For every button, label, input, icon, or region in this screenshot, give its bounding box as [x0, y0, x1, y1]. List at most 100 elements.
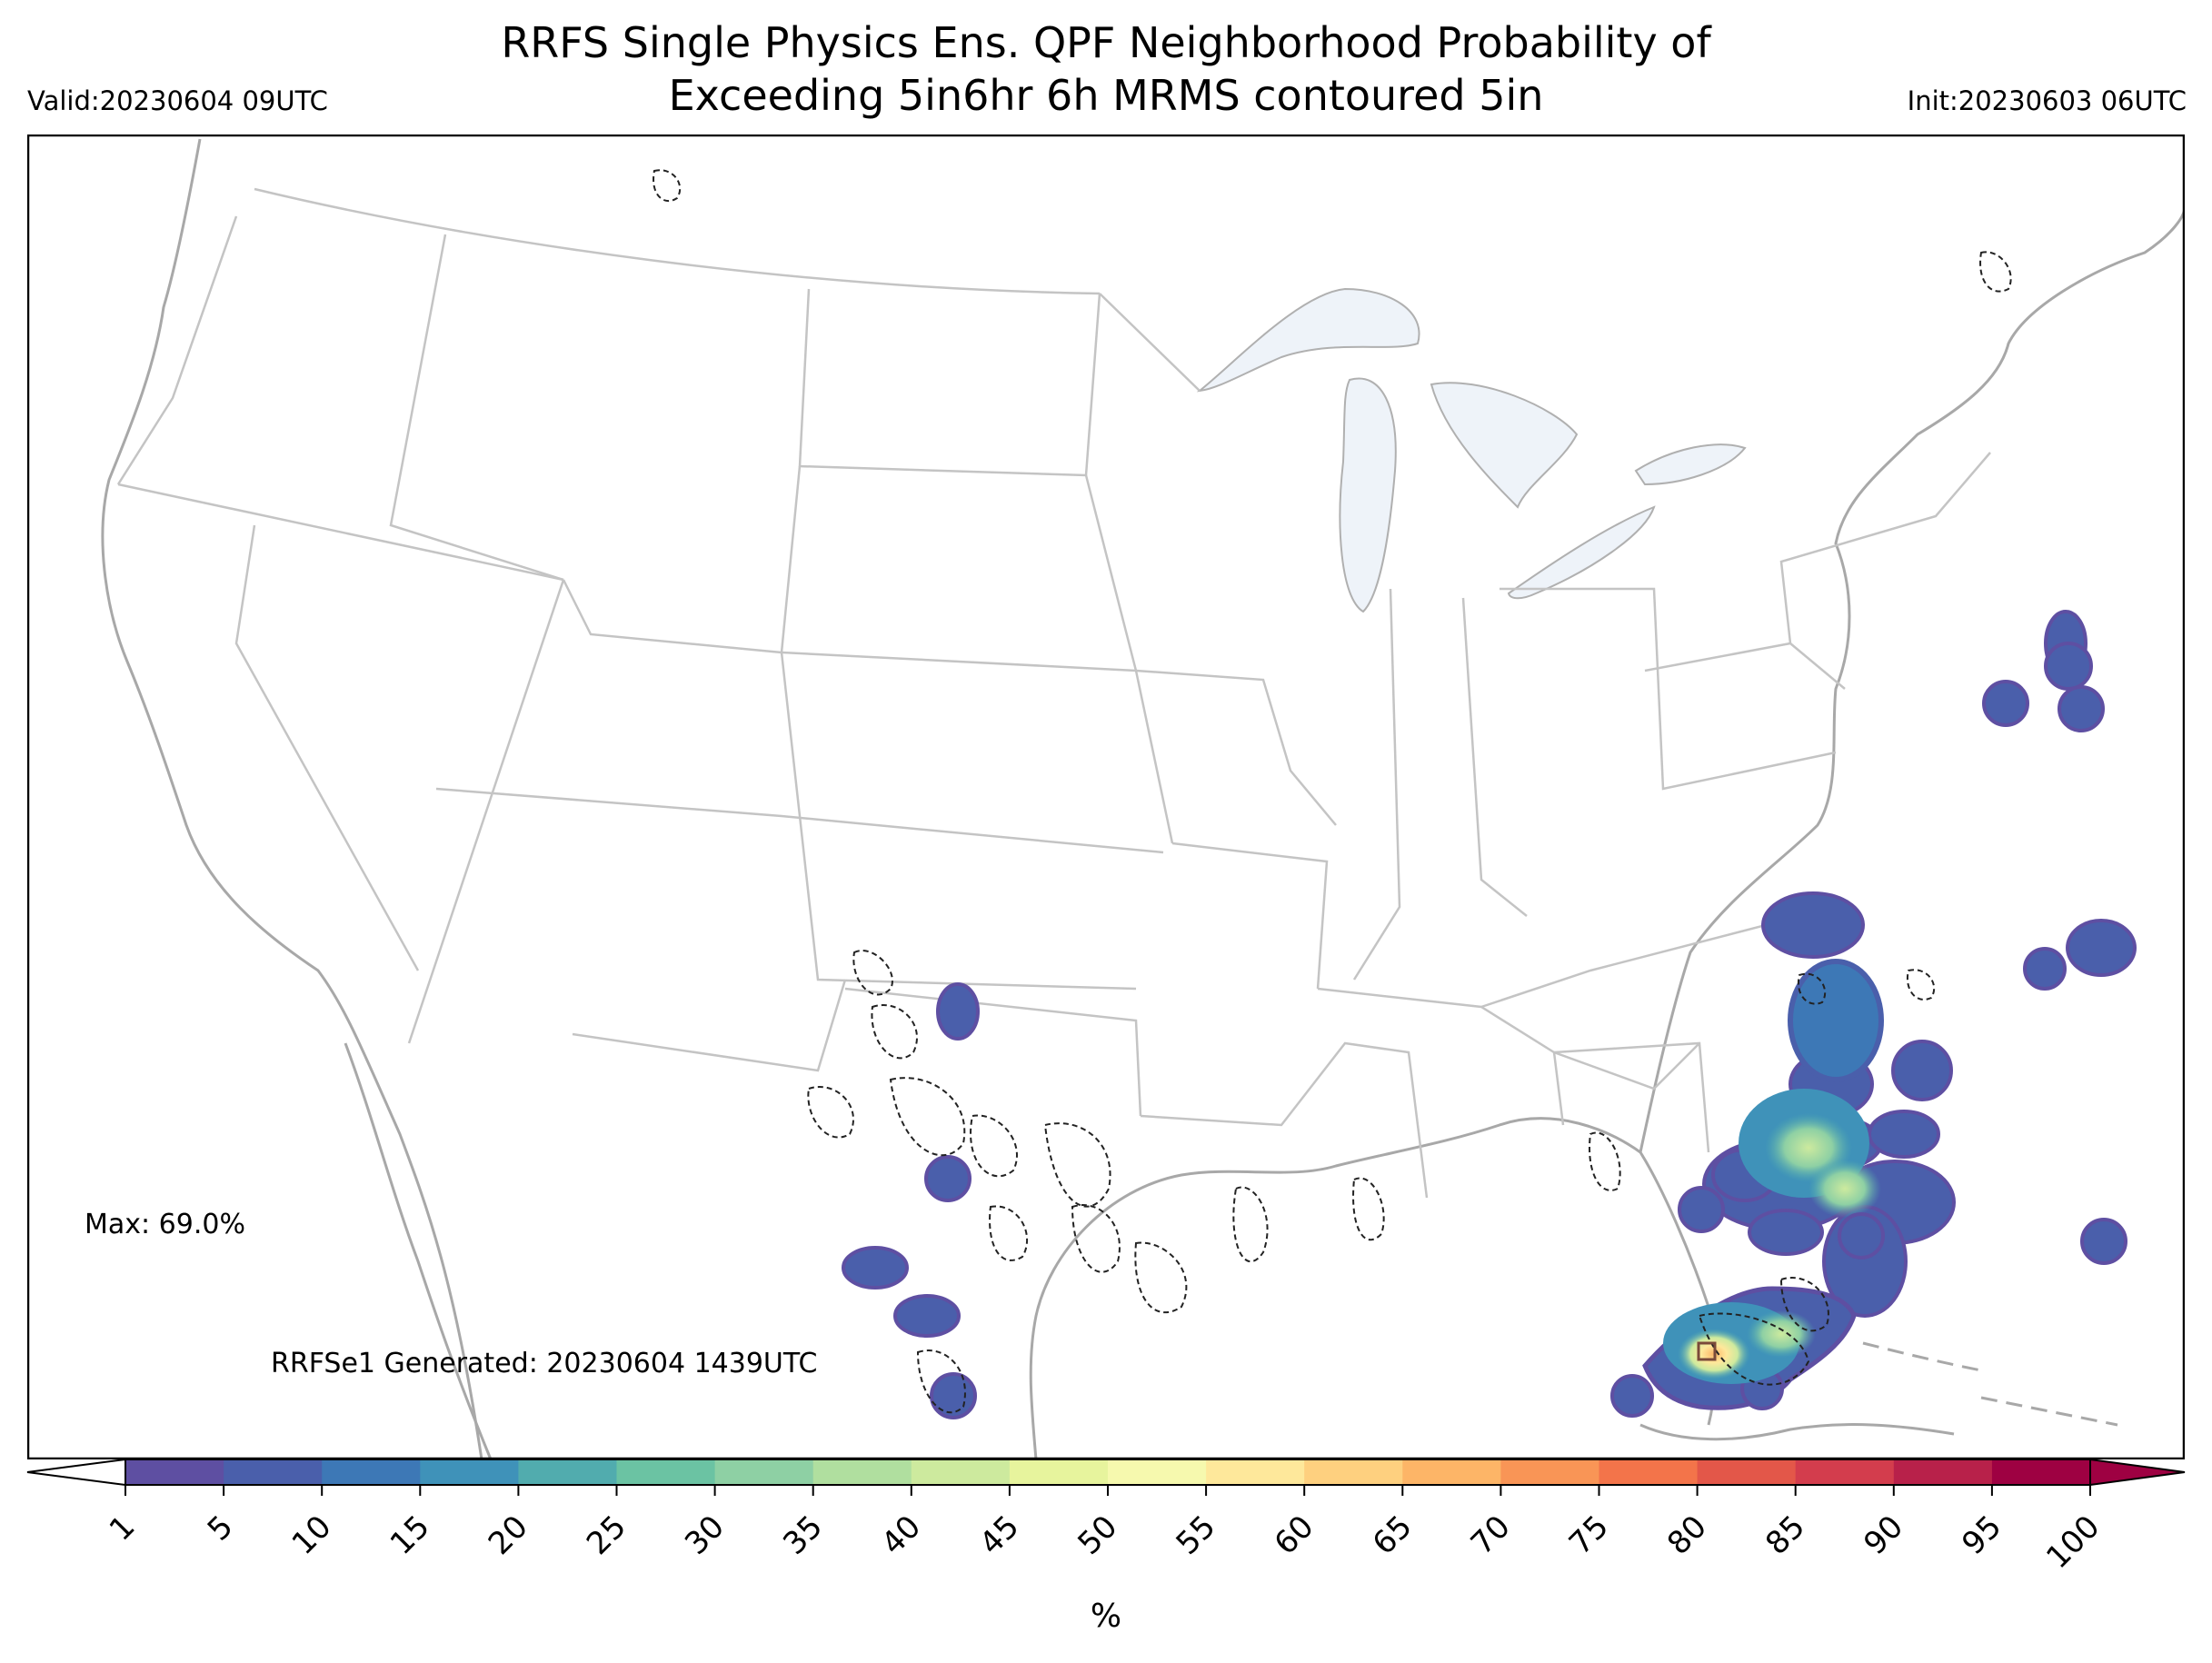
mrms-contour	[1232, 1186, 1269, 1263]
mrms-contour	[807, 1086, 854, 1139]
mrms-contour	[1352, 1177, 1385, 1241]
colorbar-segment	[1108, 1459, 1207, 1485]
prob-blob	[1868, 1110, 1940, 1159]
coastlines	[101, 138, 2185, 1459]
mrms-contour	[1043, 1122, 1111, 1208]
prob-blob	[1610, 1374, 1654, 1418]
colorbar-tick-label: 10	[285, 1509, 339, 1562]
mrms-contour	[1906, 969, 1936, 1001]
mrms-contour	[970, 1114, 1018, 1178]
colorbar-over-arrow	[2089, 1458, 2186, 1487]
map-background	[27, 134, 2185, 1459]
mrms-contour	[1979, 251, 2012, 293]
lake-erie	[1507, 505, 1656, 600]
max-value-label: Max: 69.0%	[85, 1209, 245, 1240]
colorbar-tick-label: 70	[1464, 1509, 1518, 1562]
blob-group-atlantic-ne	[1982, 610, 2137, 1265]
colorbar-segment	[1991, 1459, 2091, 1485]
colorbar-segment	[420, 1459, 519, 1485]
prob-blob	[936, 982, 980, 1041]
border-nv-ut-az	[407, 579, 565, 1044]
baja-gulf-coast	[344, 1042, 493, 1459]
border-oh-pa-va	[1500, 587, 1837, 791]
colorbar-segment	[616, 1459, 716, 1485]
prob-blob	[2023, 947, 2067, 991]
mrms-contour	[1071, 1204, 1121, 1273]
mrms-contour	[1698, 1312, 1810, 1386]
mrms-contour	[916, 1349, 966, 1414]
mrms-contours	[653, 169, 2012, 1414]
lake-michigan	[1339, 377, 1397, 613]
colorbar-segment	[812, 1459, 912, 1485]
border-id-mt-wy	[389, 234, 564, 582]
prob-blob	[2066, 919, 2137, 977]
colorbar-tick-label: 85	[1759, 1509, 1812, 1562]
border-ky-va-nc	[1480, 905, 1837, 1009]
colorbar-tick-label: 55	[1170, 1509, 1223, 1562]
border-nm-tx	[572, 979, 847, 1072]
colorbar-tick-label: 25	[580, 1509, 633, 1562]
lake-ontario	[1634, 443, 1747, 486]
map-panel	[27, 134, 2185, 1459]
colorbar-segment	[1500, 1459, 1599, 1485]
prob-blob	[1982, 680, 2029, 727]
atlantic-coast	[1639, 206, 2185, 1153]
colorbar-segment	[1599, 1459, 1699, 1485]
prob-blob	[842, 1246, 909, 1290]
pacific-coast	[101, 138, 483, 1459]
colorbar-segments	[125, 1459, 2091, 1485]
us-canada-border	[254, 187, 1101, 295]
colorbar-segment	[518, 1459, 617, 1485]
colorbar-segment	[1206, 1459, 1305, 1485]
colorbar-segment	[1402, 1459, 1501, 1485]
colorbar-segment	[1893, 1459, 1993, 1485]
colorbar-under-arrow	[26, 1458, 126, 1487]
prob-blob-high	[1808, 1160, 1881, 1218]
prob-blob	[930, 1372, 977, 1419]
prob-blob	[2058, 685, 2105, 732]
border-la-ms-al	[1140, 1041, 1429, 1199]
cuba-coast	[1639, 1423, 1955, 1441]
prob-blob	[1678, 1186, 1725, 1233]
border-ut-co-wy	[562, 579, 782, 654]
colorbar-segment	[322, 1459, 421, 1485]
init-time: Init:20230603 06UTC	[1907, 85, 2187, 116]
colorbar-tick-label: 80	[1660, 1509, 1714, 1562]
border-fl-ga	[1552, 1041, 1710, 1153]
colorbar-tick-label: 95	[1955, 1509, 2008, 1562]
valid-time: Valid:20230604 09UTC	[27, 85, 328, 116]
colorbar-tick-label: 65	[1366, 1509, 1420, 1562]
mrms-contour	[1134, 1241, 1188, 1313]
prob-blob	[1748, 1209, 1824, 1256]
border-ne-ks-co	[780, 652, 1137, 991]
mrms-contour	[871, 1004, 918, 1060]
border-mn-ontario	[1099, 293, 1201, 392]
border-wa-or-id	[116, 215, 238, 485]
colorbar-tick-label: 75	[1562, 1509, 1616, 1562]
colorbar-tick-label: 5	[201, 1509, 241, 1548]
great-lakes	[1196, 287, 1747, 613]
mrms-contour	[989, 1205, 1028, 1261]
blob-group-gulf	[1678, 1186, 1885, 1260]
prob-blob	[1891, 1040, 1953, 1101]
colorbar-tick-label: 20	[482, 1509, 535, 1562]
mrms-contour	[1779, 1277, 1829, 1332]
prob-blob	[924, 1155, 971, 1202]
colorbar-segment	[224, 1459, 323, 1485]
prob-blob	[893, 1294, 961, 1338]
colorbar-segment	[1304, 1459, 1403, 1485]
mrms-contour	[653, 169, 682, 203]
border-or-ca-nv	[117, 483, 564, 582]
colorbar-tick-label: 15	[384, 1509, 437, 1562]
colorbar-unit-label: %	[1090, 1598, 1122, 1635]
border-mn-wi-ia-il	[1135, 669, 1337, 826]
max-location-marker	[1697, 1341, 1717, 1361]
colorbar-tick-label: 50	[1071, 1509, 1124, 1562]
prob-blob-high	[1747, 1310, 1816, 1358]
colorbar-segment	[1697, 1459, 1797, 1485]
colorbar-segment	[1009, 1459, 1109, 1485]
mrms-contour	[852, 950, 893, 996]
mrms-contour	[889, 1077, 966, 1157]
map-title: RRFS Single Physics Ens. QPF Neighborhoo…	[0, 16, 2212, 122]
colorbar-segment	[911, 1459, 1011, 1485]
